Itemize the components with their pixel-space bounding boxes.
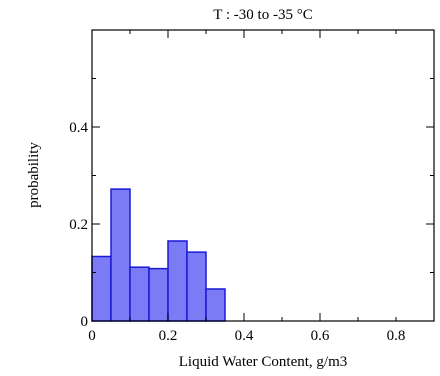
histogram-bar-6	[205, 288, 226, 322]
plot-frame	[91, 29, 435, 322]
x-axis-label: Liquid Water Content, g/m3	[179, 354, 348, 370]
y-tick-label-0: 0	[81, 314, 89, 330]
histogram-bar-5	[186, 251, 207, 322]
x-tick-label-4: 0.8	[387, 328, 406, 344]
histogram-bar-4	[167, 240, 188, 322]
y-tick-label-2: 0.4	[69, 120, 88, 136]
histogram-bar-1	[110, 188, 131, 322]
bars-group	[91, 188, 226, 322]
histogram-bar-3	[148, 267, 169, 322]
histogram-bar-0	[91, 255, 112, 322]
x-tick-label-0: 0	[88, 328, 96, 344]
x-tick-label-1: 0.2	[159, 328, 178, 344]
y-tick-label-1: 0.2	[69, 217, 88, 233]
tick-labels-group: 0 0.2 0.4 0.6 0.8 0 0.2 0.4	[69, 120, 405, 344]
y-axis-label: probability	[26, 142, 42, 208]
x-tick-label-3: 0.6	[311, 328, 330, 344]
chart-title: T : -30 to -35 °C	[213, 7, 312, 23]
histogram-bar-2	[129, 266, 150, 322]
x-tick-label-2: 0.4	[235, 328, 254, 344]
